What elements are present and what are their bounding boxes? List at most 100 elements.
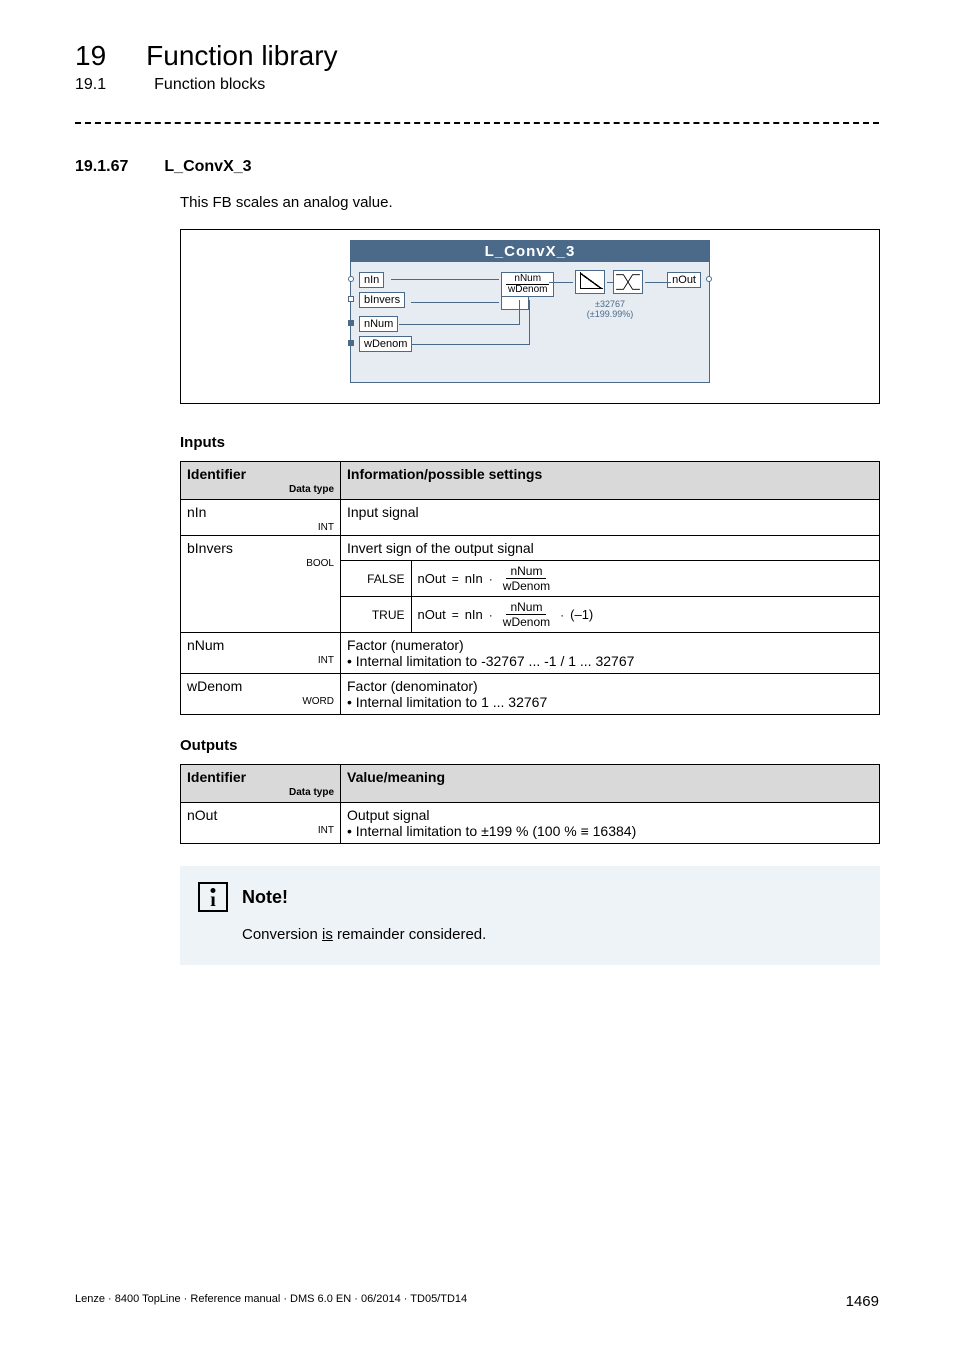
chapter-title: Function library xyxy=(146,40,337,72)
f-lhs: nOut xyxy=(418,571,446,586)
switch-icon xyxy=(501,296,529,310)
limit-line2: (±199.99%) xyxy=(587,309,633,319)
cell-id: bInvers BOOL xyxy=(181,536,341,633)
port-label-nOut: nOut xyxy=(667,272,701,288)
col-value: Value/meaning xyxy=(341,765,880,803)
port-label-bInvers: bInvers xyxy=(359,292,405,308)
f-den: wDenom xyxy=(499,579,554,592)
info-line: Output signal xyxy=(347,807,430,823)
inputs-table: Identifier Data type Information/possibl… xyxy=(180,461,880,715)
cell-info-nested: Invert sign of the output signal FALSE n… xyxy=(341,536,880,633)
inputs-heading: Inputs xyxy=(180,434,879,451)
row-id: wDenom xyxy=(187,678,242,694)
row-dtype: BOOL xyxy=(187,558,334,569)
function-block-box: L_ConvX_3 nIn bInvers nNum wDenom nOut n… xyxy=(350,240,710,383)
cell-id: nIn INT xyxy=(181,500,341,536)
col-info: Information/possible settings xyxy=(341,462,880,500)
cell-id: wDenom WORD xyxy=(181,674,341,715)
tf-label: TRUE xyxy=(341,597,411,633)
f-eq: = xyxy=(452,608,459,622)
row-dtype: INT xyxy=(187,825,334,836)
f-frac: nNum wDenom xyxy=(499,565,554,592)
table-header-row: Identifier Data type Information/possibl… xyxy=(181,462,880,500)
cell-info: Factor (numerator) • Internal limitation… xyxy=(341,633,880,674)
note-box: ı Note! Conversion is remainder consider… xyxy=(180,866,880,965)
port-label-nIn: nIn xyxy=(359,272,384,288)
footer-left: Lenze · 8400 TopLine · Reference manual … xyxy=(75,1293,467,1310)
formula-false: nOut = nIn · nNum wDenom xyxy=(418,565,555,592)
f-nIn: nIn xyxy=(465,571,483,586)
pin-icon xyxy=(706,276,712,282)
table-row: nOut INT Output signal • Internal limita… xyxy=(181,803,880,844)
info-line: • Internal limitation to ±199 % (100 % ≡… xyxy=(347,823,636,839)
note-title: Note! xyxy=(242,887,288,908)
formula-true: nOut = nIn · nNum wDenom · (–1) xyxy=(418,601,594,628)
note-body: Conversion is remainder considered. xyxy=(242,926,862,943)
f-eq: = xyxy=(452,572,459,586)
tf-label: FALSE xyxy=(341,561,411,597)
f-frac: nNum wDenom xyxy=(499,601,554,628)
f-lhs: nOut xyxy=(418,607,446,622)
col-identifier-sub: Data type xyxy=(187,787,334,798)
col-identifier: Identifier Data type xyxy=(181,765,341,803)
section-title: L_ConvX_3 xyxy=(164,158,251,176)
clamp-icon xyxy=(613,270,643,294)
row-id: bInvers xyxy=(187,540,233,556)
inner-heading: Invert sign of the output signal xyxy=(341,536,879,561)
table-row: bInvers BOOL Invert sign of the output s… xyxy=(181,536,880,633)
info-line: Factor (numerator) xyxy=(347,637,464,653)
section-header: 19.1.67 L_ConvX_3 xyxy=(75,158,879,176)
diagram-frame: L_ConvX_3 nIn bInvers nNum wDenom nOut n… xyxy=(180,229,880,404)
cell-info: Factor (denominator) • Internal limitati… xyxy=(341,674,880,715)
info-line: • Internal limitation to -32767 ... -1 /… xyxy=(347,653,634,669)
table-header-row: Identifier Data type Value/meaning xyxy=(181,765,880,803)
wire xyxy=(411,344,529,345)
table-row: nIn INT Input signal xyxy=(181,500,880,536)
table-row: FALSE nOut = nIn · nNum wDenom xyxy=(341,561,879,597)
wire xyxy=(607,282,613,283)
wire xyxy=(519,300,520,325)
table-row: nNum INT Factor (numerator) • Internal l… xyxy=(181,633,880,674)
cell-info: Input signal xyxy=(341,500,880,536)
note-header: ı Note! xyxy=(198,882,862,912)
row-id: nOut xyxy=(187,807,217,823)
pin-icon xyxy=(348,340,354,346)
port-label-nNum: nNum xyxy=(359,316,398,332)
note-body-pre: Conversion xyxy=(242,926,322,943)
cell-info: Output signal • Internal limitation to ±… xyxy=(341,803,880,844)
limiter-icon xyxy=(575,270,605,294)
f-num: nNum xyxy=(506,601,546,615)
col-identifier: Identifier Data type xyxy=(181,462,341,500)
wire xyxy=(645,282,671,283)
wire xyxy=(391,279,499,280)
f-tail: (–1) xyxy=(570,607,593,622)
wire xyxy=(411,302,499,303)
row-id: nIn xyxy=(187,504,206,520)
wire xyxy=(549,282,573,283)
page-footer: Lenze · 8400 TopLine · Reference manual … xyxy=(75,1293,879,1310)
col-identifier-label: Identifier xyxy=(187,769,246,785)
note-body-under: is xyxy=(322,926,333,943)
f-dot2: · xyxy=(560,608,564,622)
f-dot: · xyxy=(489,572,493,586)
chapter-number: 19 xyxy=(75,40,106,72)
f-num: nNum xyxy=(506,565,546,579)
row-dtype: INT xyxy=(187,522,334,533)
cell-id: nOut INT xyxy=(181,803,341,844)
row-dtype: INT xyxy=(187,655,334,666)
col-identifier-label: Identifier xyxy=(187,466,246,482)
pin-icon xyxy=(348,276,354,282)
wire xyxy=(529,300,530,345)
subchapter-title: Function blocks xyxy=(154,76,265,94)
fraction-box: nNum wDenom xyxy=(501,272,554,297)
formula-cell: nOut = nIn · nNum wDenom · (–1) xyxy=(411,597,879,633)
divider-dashed xyxy=(75,122,879,124)
limit-text: ±32767 (±199.99%) xyxy=(575,300,645,320)
row-dtype: WORD xyxy=(187,696,334,707)
pin-icon xyxy=(348,296,354,302)
chapter-header: 19 Function library xyxy=(75,40,879,72)
page-number: 1469 xyxy=(846,1293,879,1310)
outputs-table: Identifier Data type Value/meaning nOut … xyxy=(180,764,880,844)
section-intro: This FB scales an analog value. xyxy=(180,194,879,211)
table-row: wDenom WORD Factor (denominator) • Inter… xyxy=(181,674,880,715)
